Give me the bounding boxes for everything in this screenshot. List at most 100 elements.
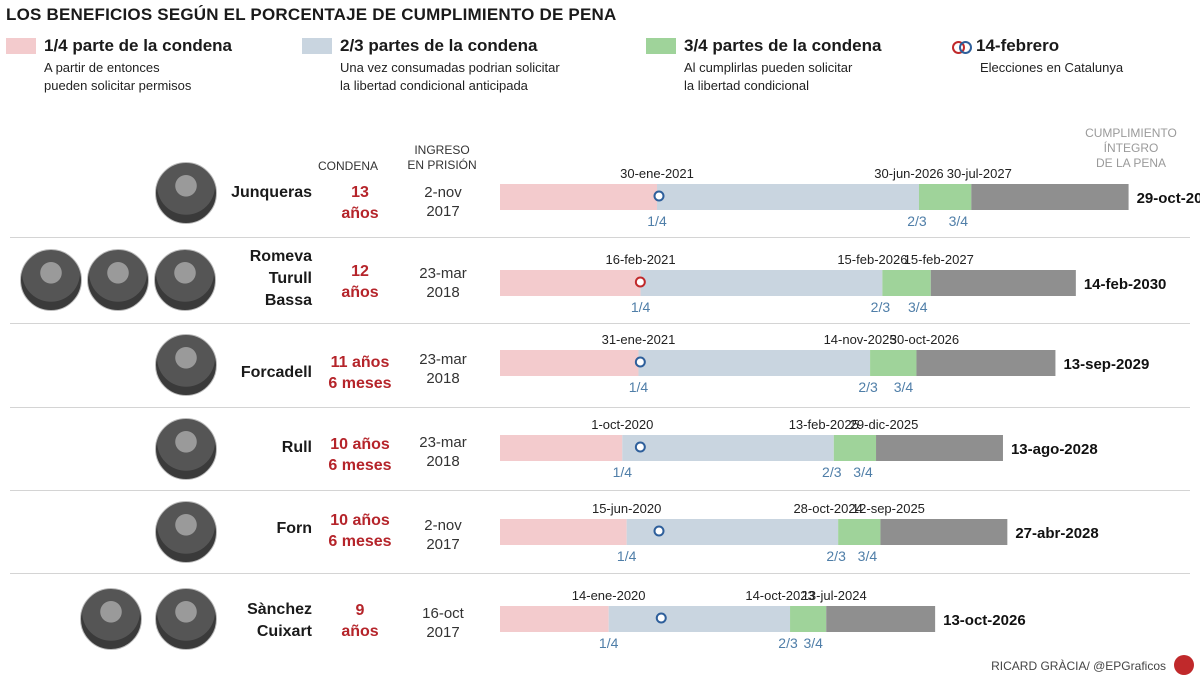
fraction-label-quarter: 1/4 xyxy=(629,379,649,395)
sentence-line2: 6 meses xyxy=(328,375,392,392)
date-label-threequarters: 29-dic-2025 xyxy=(850,417,919,432)
bar-segment-twothirds xyxy=(638,350,871,376)
fraction-label-quarter: 1/4 xyxy=(613,464,633,480)
fraction-label-twothirds: 2/3 xyxy=(858,379,878,395)
bar-segment-twothirds xyxy=(622,435,834,461)
date-label-quarter: 1-oct-2020 xyxy=(591,417,653,432)
prisoner-name: Forcadell xyxy=(240,364,312,381)
date-label-quarter: 15-jun-2020 xyxy=(592,501,661,516)
fraction-label-twothirds: 2/3 xyxy=(826,548,846,564)
fraction-label-quarter: 1/4 xyxy=(647,213,667,229)
date-label-threequarters: 12-sep-2025 xyxy=(852,501,925,516)
date-label-twothirds: 14-oct-2023 xyxy=(745,588,814,603)
legend-swatch-threequarters xyxy=(646,38,676,54)
legend-desc-twothirds-1: Una vez consumadas podrian solicitar xyxy=(340,60,560,75)
fraction-label-threequarters: 3/4 xyxy=(894,379,914,395)
prisoner-name: Romeva xyxy=(249,248,312,265)
prisoner-name: Sànchez xyxy=(247,601,312,618)
election-marker xyxy=(634,441,646,453)
column-header-cumplimiento-line2: ÍNTEGRO xyxy=(1103,141,1159,155)
entry-year: 2018 xyxy=(426,370,460,387)
bar-segment-quarter xyxy=(500,519,627,545)
bar-segment-quarter xyxy=(500,350,639,376)
election-marker xyxy=(634,356,646,368)
date-label-twothirds: 15-feb-2026 xyxy=(837,252,907,267)
bar-segment-quarter xyxy=(500,435,623,461)
sentence-line1: 10 años xyxy=(330,436,390,453)
date-label-end: 29-oct-2030 xyxy=(1137,190,1200,207)
entry-day: 23-mar xyxy=(419,351,467,368)
legend-desc-quarter-2: pueden solicitar permisos xyxy=(44,78,192,93)
bar-segment-remaining xyxy=(930,270,1076,296)
entry-day: 2-nov xyxy=(424,517,462,534)
bar-segment-quarter xyxy=(500,184,658,210)
legend-desc-twothirds-2: la libertad condicional anticipada xyxy=(340,78,528,93)
row-names-forn: Forn xyxy=(200,518,312,540)
column-header-cumplimiento-line3: DE LA PENA xyxy=(1095,156,1167,170)
election-marker xyxy=(653,525,665,537)
fraction-label-threequarters: 3/4 xyxy=(803,635,823,651)
legend-label-threequarters: 3/4 partes de la condena xyxy=(684,36,882,55)
sentence-line1: 11 años xyxy=(330,354,390,371)
avatar-bassa xyxy=(154,249,216,311)
date-label-twothirds: 30-jun-2026 xyxy=(874,166,943,181)
legend-item-twothirds: 2/3 partes de la condena Una vez consuma… xyxy=(302,36,560,95)
fraction-label-quarter: 1/4 xyxy=(599,635,619,651)
fraction-label-threequarters: 3/4 xyxy=(853,464,873,480)
legend-label-election: 14-febrero xyxy=(976,36,1060,55)
bar-segment-remaining xyxy=(916,350,1056,376)
row-names-junqueras: Junqueras xyxy=(200,182,312,204)
sentence-line1: 13 xyxy=(351,184,369,201)
date-label-end: 27-abr-2028 xyxy=(1015,525,1098,542)
bar-segment-remaining xyxy=(880,519,1008,545)
sentence-forcadell: 11 años 6 meses xyxy=(316,352,404,394)
sentence-line2: años xyxy=(341,205,379,222)
prisoner-name: Turull xyxy=(268,270,312,287)
avatar-junqueras xyxy=(155,162,217,224)
entry-date-forn: 2-nov 2017 xyxy=(400,516,486,554)
fraction-label-quarter: 1/4 xyxy=(631,299,651,315)
legend-swatch-twothirds xyxy=(302,38,332,54)
bar-segment-threequarters xyxy=(870,350,917,376)
election-marker xyxy=(655,612,667,624)
fraction-label-threequarters: 3/4 xyxy=(908,299,928,315)
legend-desc-election: Elecciones en Catalunya xyxy=(980,60,1124,75)
sentence-line2: años xyxy=(341,284,379,301)
date-label-threequarters: 15-feb-2027 xyxy=(904,252,974,267)
row-names-romeva-turull-bassa: Romeva Turull Bassa xyxy=(200,246,312,312)
fraction-label-twothirds: 2/3 xyxy=(822,464,842,480)
avatar-rull xyxy=(155,418,217,480)
source-credit: RICARD GRÀCIA/ @EPGraficos xyxy=(991,659,1166,673)
row-separator xyxy=(10,323,1190,324)
entry-year: 2017 xyxy=(426,203,460,220)
bar-segment-remaining xyxy=(971,184,1129,210)
column-header-ingreso-line2: EN PRISIÓN xyxy=(407,158,477,172)
avatar-sanchez xyxy=(80,588,142,650)
row-separator xyxy=(10,490,1190,491)
bar-segment-quarter xyxy=(500,270,641,296)
chart-title: LOS BENEFICIOS SEGÚN EL PORCENTAJE DE CU… xyxy=(6,5,617,24)
date-label-quarter: 30-ene-2021 xyxy=(620,166,694,181)
entry-day: 16-oct xyxy=(422,605,464,622)
avatar-turull xyxy=(87,249,149,311)
date-label-end: 13-oct-2026 xyxy=(943,612,1026,629)
fraction-label-twothirds: 2/3 xyxy=(871,299,891,315)
entry-day: 2-nov xyxy=(424,184,462,201)
legend-label-twothirds: 2/3 partes de la condena xyxy=(340,36,538,55)
date-label-twothirds: 28-oct-2024 xyxy=(793,501,862,516)
sentence-line2: años xyxy=(341,623,379,640)
entry-day: 23-mar xyxy=(419,265,467,282)
prisoner-name: Forn xyxy=(276,520,312,537)
avatar-cuixart xyxy=(155,588,217,650)
prisoner-name: Junqueras xyxy=(231,184,312,201)
bar-segment-twothirds xyxy=(657,184,919,210)
fraction-label-twothirds: 2/3 xyxy=(778,635,798,651)
bar-segment-twothirds xyxy=(640,270,883,296)
sentence-line1: 12 xyxy=(351,263,369,280)
date-label-threequarters: 30-jul-2027 xyxy=(947,166,1012,181)
sentence-forn: 10 años 6 meses xyxy=(316,510,404,552)
bar-segment-threequarters xyxy=(790,606,827,632)
bar-segment-remaining xyxy=(826,606,936,632)
entry-year: 2018 xyxy=(426,284,460,301)
entry-year: 2017 xyxy=(426,624,460,641)
